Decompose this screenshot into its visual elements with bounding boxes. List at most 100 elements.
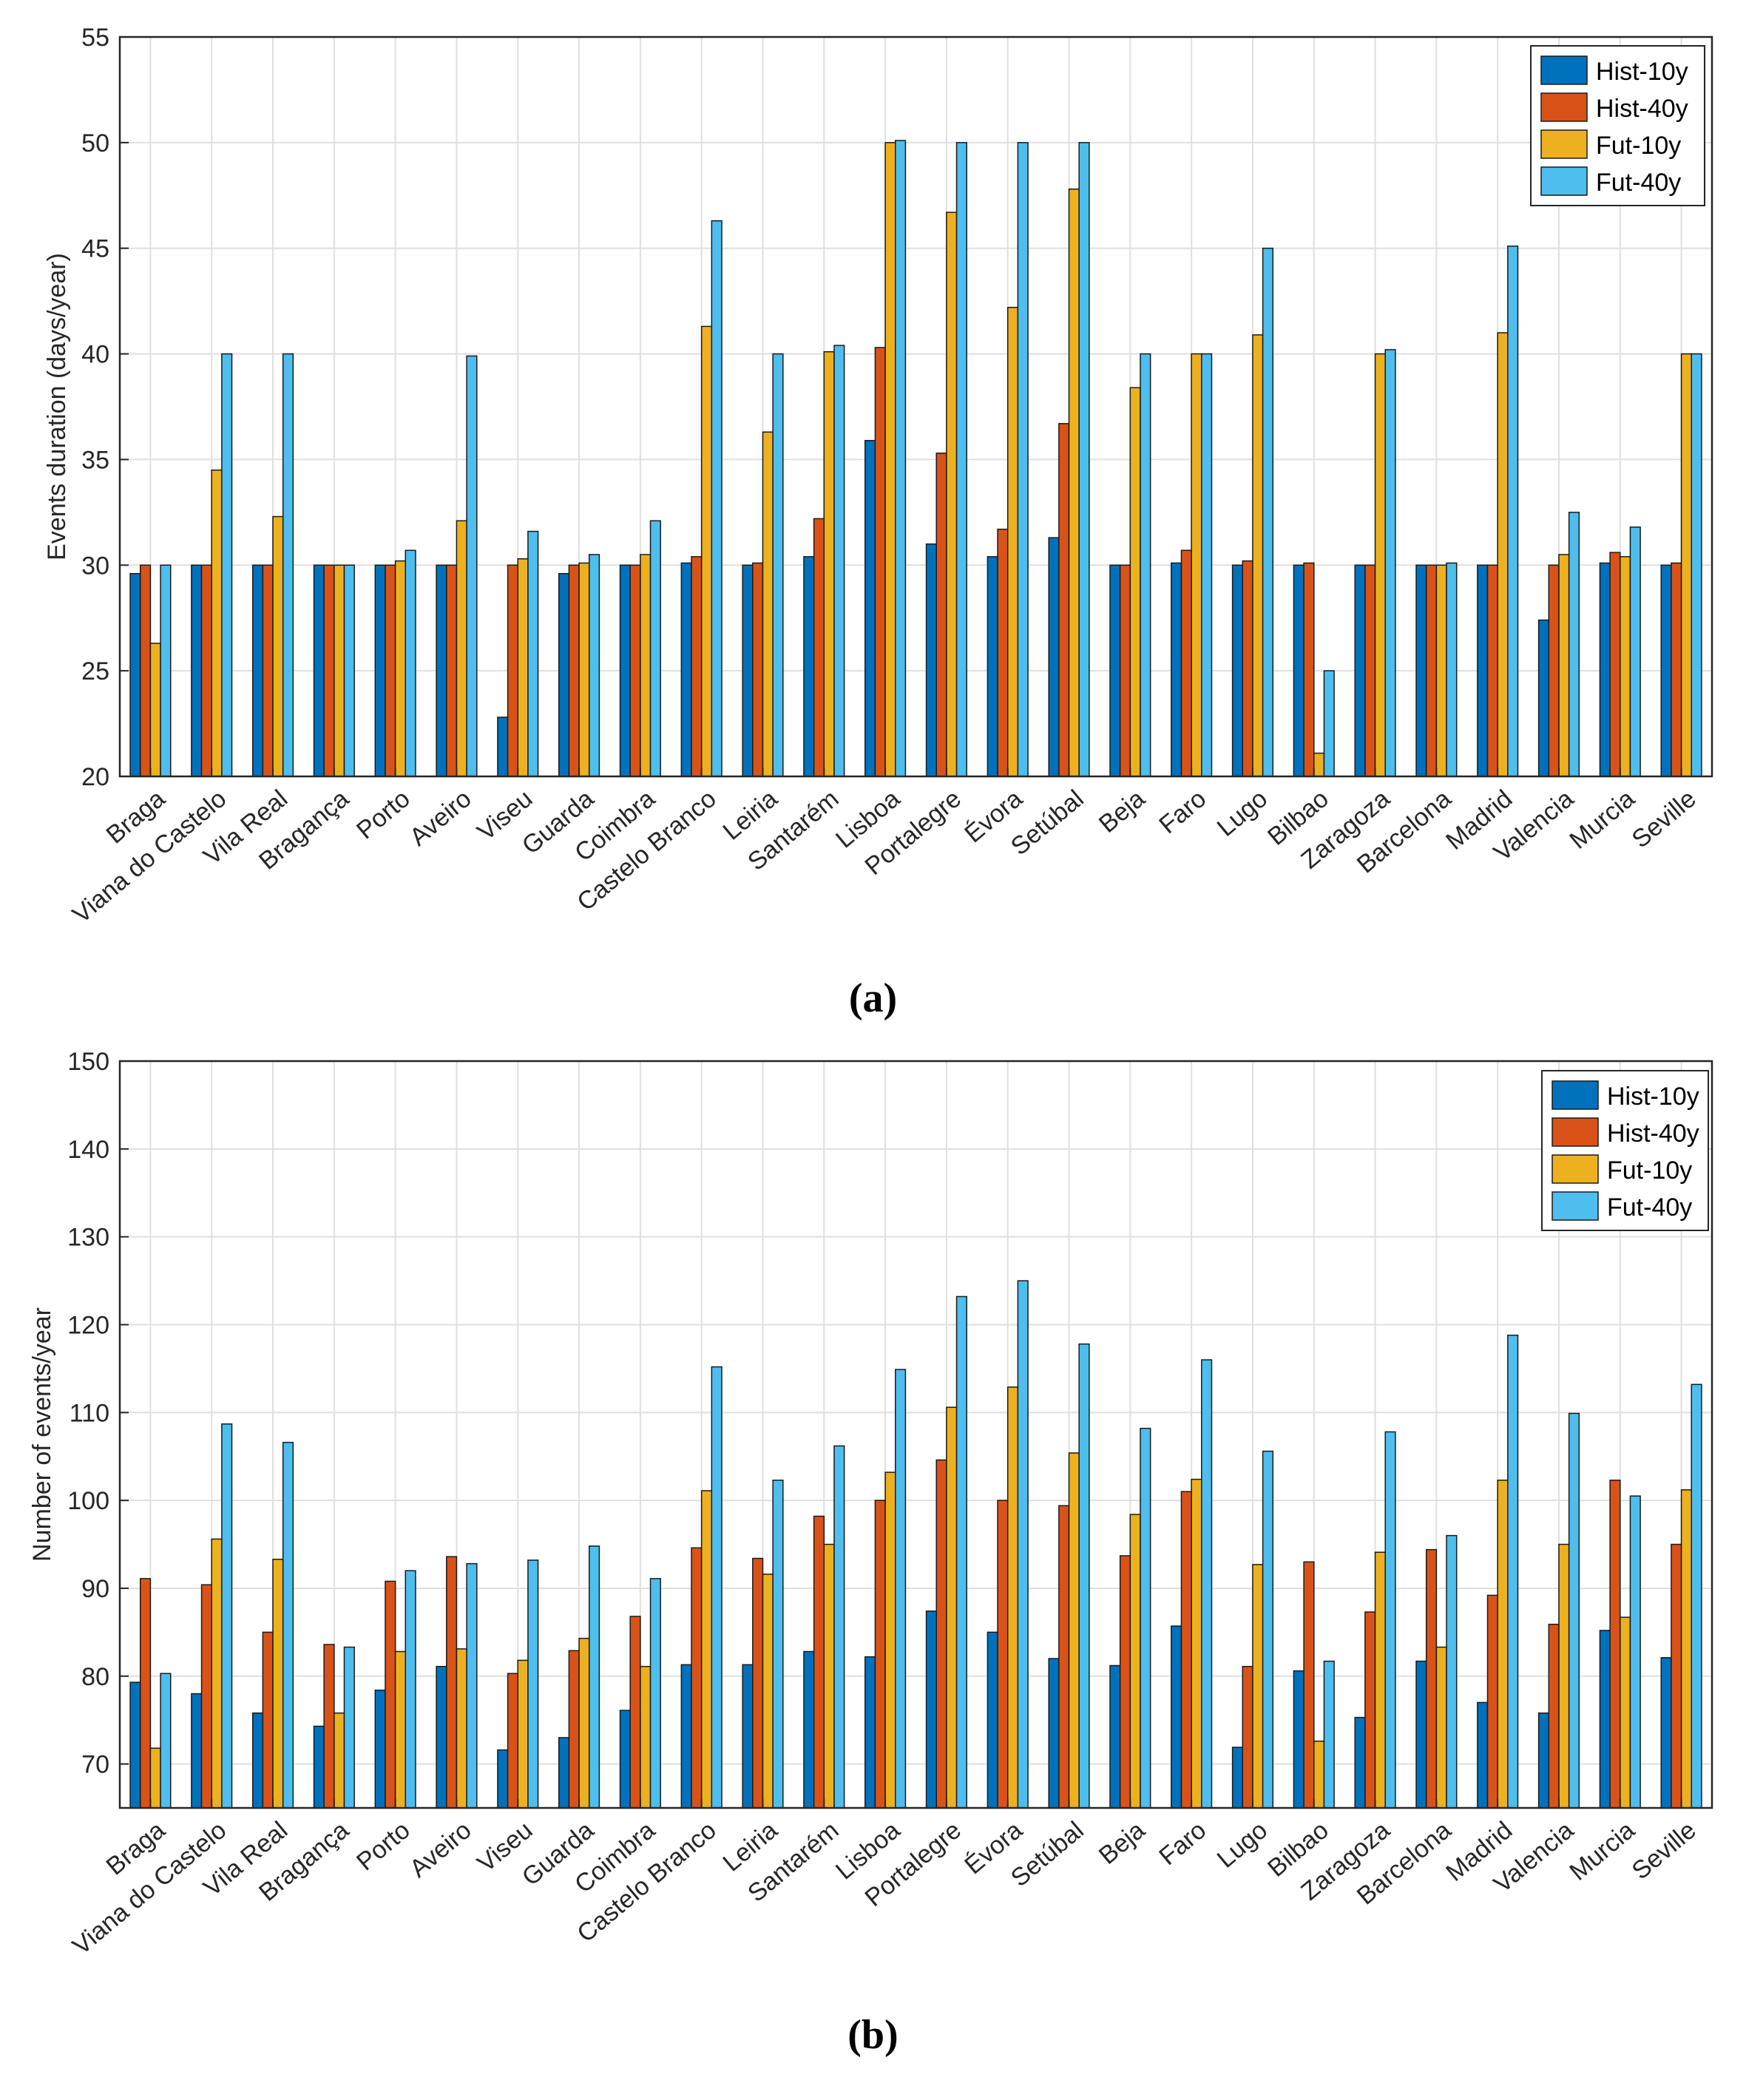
legend-label: Hist-40y [1607, 1120, 1699, 1148]
bar-fut-10y-23 [1558, 1543, 1570, 1809]
bar-hist-40y-20 [1364, 564, 1376, 777]
bar-hist-40y-24 [1609, 552, 1621, 777]
bar-fut-10y-19 [1313, 1740, 1325, 1809]
y-tick-label: 110 [70, 1399, 109, 1427]
bar-hist-40y-3 [323, 564, 335, 777]
legend-label: Fut-40y [1607, 1193, 1692, 1222]
bar-hist-10y-10 [742, 564, 754, 777]
bar-fut-40y-25 [1691, 1383, 1702, 1809]
bar-fut-10y-25 [1680, 353, 1693, 777]
bar-fut-10y-14 [1006, 306, 1019, 777]
bar-hist-40y-10 [752, 562, 764, 777]
plot-area [120, 1061, 1712, 1808]
bar-hist-40y-14 [997, 1500, 1009, 1809]
bar-hist-40y-2 [262, 564, 274, 777]
bar-hist-10y-3 [313, 1725, 325, 1809]
bar-hist-10y-15 [1048, 1658, 1060, 1809]
bar-hist-40y-4 [385, 564, 396, 777]
bar-fut-10y-13 [946, 1406, 958, 1809]
legend-swatch [1540, 55, 1588, 85]
bar-fut-10y-8 [640, 1665, 652, 1809]
x-tick-label: Aveiro [405, 785, 477, 852]
bar-hist-10y-5 [436, 564, 447, 777]
bar-hist-10y-17 [1171, 1625, 1182, 1809]
legend-label: Fut-10y [1596, 132, 1681, 160]
bar-fut-10y-4 [394, 1650, 407, 1809]
bar-hist-10y-16 [1109, 564, 1121, 777]
bar-hist-40y-3 [323, 1644, 335, 1809]
bar-hist-40y-6 [507, 564, 518, 777]
bar-hist-10y-19 [1293, 1670, 1305, 1809]
bar-fut-40y-5 [466, 355, 478, 777]
bar-fut-40y-19 [1323, 1660, 1335, 1809]
bar-fut-40y-24 [1629, 1495, 1641, 1809]
bar-fut-10y-17 [1191, 353, 1202, 777]
axes-box [118, 35, 1713, 778]
bar-hist-10y-21 [1415, 1660, 1427, 1809]
bar-fut-40y-16 [1140, 353, 1151, 777]
bar-fut-10y-24 [1620, 1616, 1631, 1809]
bar-fut-40y-23 [1568, 1412, 1580, 1809]
bar-hist-10y-20 [1354, 1716, 1366, 1809]
y-tick-label: 100 [67, 1487, 109, 1515]
bar-fut-40y-7 [588, 1545, 600, 1809]
y-tick-label: 130 [67, 1224, 109, 1252]
bar-hist-40y-15 [1058, 423, 1070, 777]
plot-area [120, 37, 1712, 776]
bar-fut-10y-0 [149, 1747, 161, 1809]
bar-fut-10y-16 [1129, 387, 1141, 777]
bar-fut-40y-20 [1384, 349, 1396, 777]
y-tick-label: 50 [81, 129, 109, 158]
x-tick-label: Beja [1094, 785, 1151, 839]
bar-fut-40y-9 [711, 1366, 723, 1809]
legend-swatch [1552, 1191, 1599, 1221]
y-tick-label: 55 [81, 24, 109, 52]
bar-fut-10y-11 [823, 1543, 835, 1809]
bar-hist-40y-24 [1609, 1480, 1621, 1809]
y-tick-label: 80 [81, 1663, 109, 1691]
bar-hist-40y-0 [139, 1578, 152, 1809]
bar-hist-10y-11 [803, 1650, 815, 1809]
bar-fut-10y-4 [394, 560, 407, 777]
chart-a: 20 25 30 35 40 45 50 55 Braga Viana do Castelo Vil… [0, 0, 1746, 969]
bar-fut-40y-15 [1078, 1343, 1090, 1809]
bar-hist-10y-7 [558, 572, 570, 777]
caption-b-text: (b) [847, 2012, 899, 2058]
bar-fut-10y-1 [211, 1538, 223, 1809]
bar-fut-10y-6 [517, 1659, 529, 1809]
bar-hist-40y-16 [1119, 1555, 1131, 1809]
y-axis-title: Number of events/year [28, 1307, 56, 1562]
bar-hist-10y-23 [1537, 619, 1550, 777]
bar-fut-10y-0 [149, 643, 161, 777]
bar-hist-10y-20 [1354, 564, 1366, 777]
legend: Hist-10y Hist-40y Fut-10y Fut-40y [1541, 1070, 1709, 1231]
bar-fut-10y-21 [1435, 1646, 1447, 1809]
bar-fut-40y-25 [1691, 353, 1702, 777]
bar-fut-40y-22 [1507, 245, 1519, 777]
bar-hist-40y-8 [629, 1616, 641, 1809]
bar-hist-10y-9 [680, 562, 692, 777]
bar-fut-40y-17 [1201, 353, 1213, 777]
bar-hist-10y-0 [129, 572, 141, 777]
bar-fut-10y-8 [640, 554, 652, 777]
bar-hist-40y-19 [1303, 1561, 1315, 1809]
bar-fut-40y-8 [649, 1578, 661, 1809]
x-tick-label: Seville [1627, 785, 1702, 853]
bar-fut-40y-23 [1568, 512, 1580, 777]
bar-hist-40y-0 [139, 564, 152, 777]
x-tick-label: Seville [1627, 1816, 1702, 1885]
x-tick-label: Lugo [1212, 1816, 1273, 1874]
caption-a: (a) [0, 975, 1746, 1022]
bar-fut-40y-11 [833, 1445, 845, 1809]
bar-fut-10y-3 [334, 564, 345, 777]
bar-fut-10y-17 [1191, 1478, 1202, 1809]
bar-hist-10y-6 [497, 1749, 509, 1809]
bar-hist-10y-13 [925, 543, 937, 777]
bar-fut-10y-3 [334, 1712, 345, 1809]
bar-fut-40y-21 [1446, 1534, 1458, 1809]
bar-hist-40y-13 [935, 1459, 947, 1809]
bar-hist-10y-10 [742, 1664, 754, 1809]
bar-fut-40y-2 [282, 353, 294, 777]
bar-hist-40y-22 [1486, 564, 1498, 777]
bar-fut-10y-18 [1252, 1564, 1264, 1809]
